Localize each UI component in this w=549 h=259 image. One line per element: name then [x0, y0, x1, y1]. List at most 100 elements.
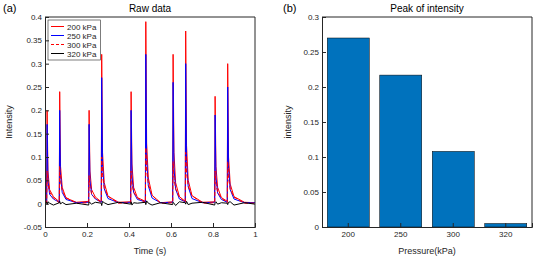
tick-label: 0.6 [166, 230, 178, 239]
marks [45, 22, 255, 206]
legend: 200 kPa250 kPa300 kPa320 kPa [48, 20, 100, 60]
tick-label: 0.1 [308, 153, 320, 162]
tick: 0.05 [303, 188, 326, 197]
tick-mark [45, 157, 49, 158]
tick-mark [453, 223, 454, 227]
legend-entry: 320 kPa [51, 50, 97, 59]
tick-label: 0.4 [124, 230, 136, 239]
title: Raw data [129, 3, 172, 14]
tick: 300 [447, 223, 461, 239]
tick-mark [45, 87, 49, 88]
tick-label: 0.05 [26, 176, 42, 185]
series-line [45, 201, 255, 206]
tick-mark [171, 223, 172, 227]
frame-top [322, 17, 532, 18]
tick-mark [322, 122, 326, 123]
tick: 0.6 [166, 223, 178, 239]
tick-label: 0.8 [208, 230, 220, 239]
y-axis: 0 0.05 0.1 0.15 0.2 0.25 0.3 [303, 13, 326, 232]
bar [380, 75, 422, 227]
tick-label: 0.25 [26, 83, 42, 92]
tick: 0.25 [303, 48, 326, 57]
legend-swatch [51, 26, 64, 27]
tick-mark [348, 223, 349, 227]
tick-mark [87, 223, 88, 227]
axis-line [46, 18, 50, 228]
tick: 0.25 [26, 83, 49, 92]
panel-label: (a) [3, 2, 16, 14]
bar [432, 151, 474, 227]
tick: 0.15 [303, 118, 326, 127]
plot-area [322, 17, 532, 227]
tick-mark [45, 64, 49, 65]
x-axis: 0 0.2 0.4 0.6 0.8 1 [43, 223, 258, 239]
bar [485, 224, 527, 228]
legend-label: 300 kPa [67, 41, 97, 50]
tick-label: 0.2 [31, 106, 43, 115]
tick-mark [45, 180, 49, 181]
figure: 0 0.2 0.4 0.6 0.8 1 200 kPa250 kPa300 kPa320 k… [0, 0, 549, 259]
bar [327, 38, 369, 227]
legend-label: 250 kPa [67, 32, 97, 41]
tick: -0.05 [24, 223, 49, 232]
legend-swatch [51, 53, 64, 54]
panel: 200 250 300 320 0 0.05 0.1 0.15 0.2 0.25 0.3 Peak o… [283, 2, 533, 256]
tick: 0.2 [308, 83, 326, 92]
tick-mark [45, 110, 49, 111]
tick-mark [400, 223, 401, 227]
tick-mark [129, 223, 130, 227]
legend-swatch [51, 35, 64, 36]
tick-mark [505, 223, 506, 227]
tick-mark [45, 227, 49, 228]
legend-entry: 300 kPa [51, 41, 97, 50]
tick-label: -0.05 [24, 223, 43, 232]
tick-mark [322, 227, 326, 228]
series-line [45, 54, 255, 202]
legend-entry: 200 kPa [51, 23, 97, 32]
tick-label: 0.25 [303, 48, 319, 57]
x-axis-title: Pressure(kPa) [398, 246, 456, 256]
tick-mark [322, 87, 326, 88]
tick: 0.15 [26, 130, 49, 139]
series-line [45, 22, 255, 203]
tick: 0 [315, 223, 326, 232]
title: Peak of intensity [390, 3, 463, 14]
tick-label: 0 [315, 223, 320, 232]
tick: 1 [253, 223, 258, 239]
tick-label: 200 [342, 230, 356, 239]
tick: 0.3 [308, 13, 326, 22]
x-axis: 200 250 300 320 [323, 223, 533, 239]
tick-label: 320 [499, 230, 513, 239]
axis-line [323, 18, 327, 228]
tick: 0.2 [82, 223, 94, 239]
legend-label: 320 kPa [67, 50, 97, 59]
tick-label: 0.15 [26, 130, 42, 139]
tick-label: 0.3 [31, 60, 43, 69]
tick-label: 0 [43, 230, 48, 239]
x-axis-title: Time (s) [134, 246, 167, 256]
tick-mark [322, 157, 326, 158]
plot-area [45, 17, 255, 227]
tick-label: 0.05 [303, 188, 319, 197]
axis-line [323, 223, 533, 228]
frame-right [532, 17, 533, 227]
panel-label: (b) [283, 2, 296, 14]
marks [327, 38, 527, 227]
tick-label: 0.15 [303, 118, 319, 127]
tick-mark [45, 204, 49, 205]
tick-mark [213, 223, 214, 227]
tick-mark [322, 52, 326, 53]
tick-label: 250 [394, 230, 408, 239]
panel: 0 0.2 0.4 0.6 0.8 1 200 kPa250 kPa300 kPa320 k… [3, 2, 258, 256]
tick: 0.3 [31, 60, 49, 69]
tick-label: 0.35 [26, 36, 42, 45]
tick: 0.1 [308, 153, 326, 162]
y-axis: -0.0500.050.10.150.20.250.30.350.4 [24, 13, 49, 232]
tick-mark [45, 40, 49, 41]
legend-entry: 250 kPa [51, 32, 97, 41]
tick: 0.35 [26, 36, 49, 45]
tick: 0.4 [124, 223, 136, 239]
tick: 0.05 [26, 176, 49, 185]
tick-label: 0.4 [31, 13, 43, 22]
series-line [45, 148, 255, 204]
